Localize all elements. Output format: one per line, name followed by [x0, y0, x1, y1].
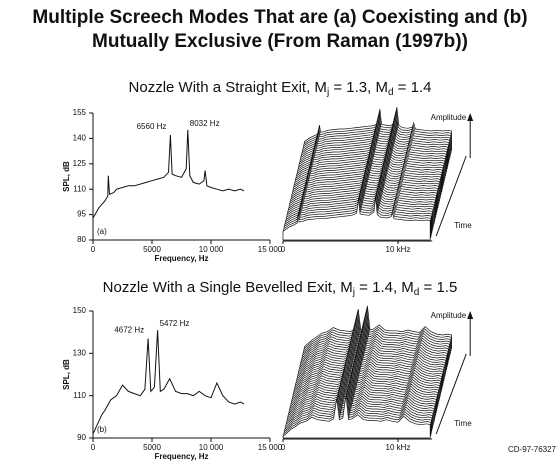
x-axis-label: Frequency, Hz — [154, 254, 208, 263]
y-axis-label: SPL, dB — [62, 359, 71, 390]
y-tick-label: 110 — [73, 391, 86, 400]
y-tick-label: 140 — [73, 134, 87, 143]
amplitude-label: Amplitude — [431, 311, 467, 320]
figure-id: CD-97-76327 — [508, 445, 557, 454]
arrow-head — [467, 311, 474, 319]
waterfall-trace — [282, 196, 431, 241]
y-tick-label: 110 — [73, 184, 86, 193]
x-tick-label: 0 — [91, 245, 96, 254]
peak-annotation: 8032 Hz — [190, 119, 220, 128]
x-tick-label: 10 000 — [199, 245, 224, 254]
subtitle: Nozzle With a Straight Exit, Mj = 1.3, M… — [129, 79, 432, 98]
y-tick-label: 125 — [73, 159, 87, 168]
subtitle-part: = 1.5 — [419, 279, 457, 296]
x-tick-label: 15 000 — [258, 245, 283, 254]
subtitle-part: j — [326, 87, 329, 98]
spectrum-line — [92, 330, 245, 435]
title-line: Multiple Screech Modes That are (a) Coex… — [32, 7, 527, 28]
time-arrow — [435, 155, 467, 237]
x-tick-label: 5000 — [143, 443, 161, 452]
panel-label: (a) — [97, 227, 107, 236]
subtitle-part: d — [388, 87, 394, 98]
subtitle-part: = 1.4 — [394, 79, 432, 96]
x-axis-label: Frequency, Hz — [154, 452, 208, 461]
spectrum-line — [92, 129, 245, 219]
peak-annotation: 6560 Hz — [137, 122, 167, 131]
panel-label: (b) — [97, 425, 107, 434]
y-tick-label: 80 — [77, 235, 86, 244]
subtitle-part: Nozzle With a Straight Exit, M — [129, 79, 327, 96]
peak-annotation: 4672 Hz — [114, 326, 144, 335]
subtitle-part: Nozzle With a Single Bevelled Exit, M — [103, 279, 353, 296]
subtitle: Nozzle With a Single Bevelled Exit, Mj =… — [103, 279, 458, 298]
time-arrow — [435, 353, 467, 435]
waterfall-tick-label: 10 kHz — [386, 443, 411, 452]
peak-annotation: 5472 Hz — [160, 319, 190, 328]
x-tick-label: 10 000 — [199, 443, 224, 452]
waterfall-trace — [282, 395, 431, 439]
x-tick-label: 5000 — [143, 245, 161, 254]
title-line: Mutually Exclusive (From Raman (1997b)) — [92, 31, 468, 52]
subtitle-part: = 1.3, M — [329, 79, 388, 96]
x-tick-label: 0 — [91, 443, 96, 452]
subtitle-part: j — [352, 287, 355, 298]
subtitle-part: = 1.4, M — [355, 279, 414, 296]
y-tick-label: 90 — [77, 433, 86, 442]
waterfall-tick-label: 10 kHz — [386, 245, 411, 254]
subtitle-part: d — [414, 287, 420, 298]
waterfall-tick-label: 0 — [281, 443, 286, 452]
arrow-head — [467, 113, 474, 121]
x-tick-label: 15 000 — [258, 443, 283, 452]
waterfall-tick-label: 0 — [281, 245, 286, 254]
y-axis-label: SPL, dB — [62, 161, 71, 192]
amplitude-label: Amplitude — [431, 113, 467, 122]
y-tick-label: 95 — [77, 210, 86, 219]
y-tick-label: 130 — [73, 348, 87, 357]
time-label: Time — [454, 419, 472, 428]
y-tick-label: 155 — [73, 108, 87, 117]
y-tick-label: 150 — [73, 306, 87, 315]
time-label: Time — [454, 221, 472, 230]
